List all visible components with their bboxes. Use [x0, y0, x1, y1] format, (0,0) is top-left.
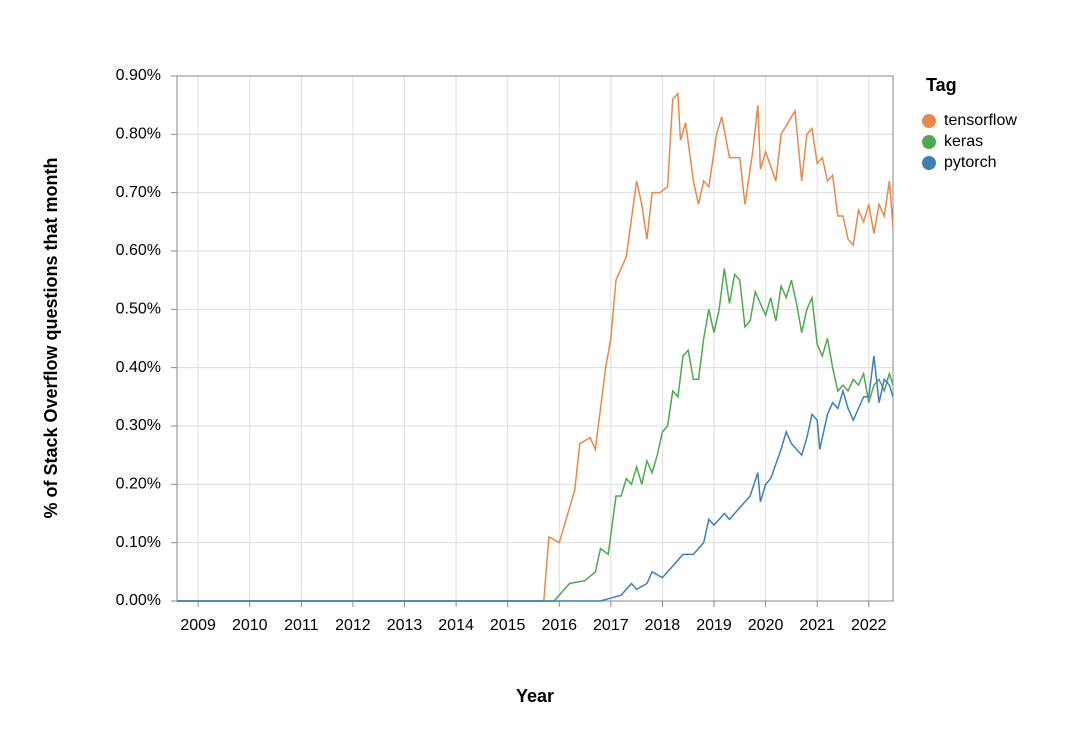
x-tick-label: 2013: [387, 617, 423, 634]
legend-label: tensorflow: [944, 112, 1017, 129]
series-line: [177, 268, 894, 602]
x-tick-label: 2010: [232, 617, 268, 634]
legend-swatch: [922, 156, 936, 170]
y-tick-label: 0.50%: [116, 301, 161, 318]
x-tick-label: 2015: [490, 617, 526, 634]
x-tick-label: 2021: [799, 617, 835, 634]
y-tick-label: 0.60%: [116, 242, 161, 259]
x-tick-label: 2016: [541, 617, 577, 634]
x-axis-label: Year: [516, 686, 554, 706]
x-tick-label: 2009: [180, 617, 216, 634]
series-line: [177, 355, 894, 602]
legend-swatch: [922, 135, 936, 149]
series-line: [177, 91, 894, 602]
y-tick-label: 0.00%: [116, 592, 161, 609]
legend-label: keras: [944, 133, 983, 150]
x-tick-label: 2017: [593, 617, 629, 634]
plot-frame: [176, 75, 894, 602]
x-tick-label: 2018: [645, 617, 681, 634]
x-tick-label: 2022: [851, 617, 887, 634]
y-tick-label: 0.40%: [116, 359, 161, 376]
y-tick-label: 0.20%: [116, 476, 161, 493]
x-tick-label: 2014: [438, 617, 474, 634]
x-tick-label: 2012: [335, 617, 371, 634]
legend-swatch: [922, 114, 936, 128]
legend-title: Tag: [926, 75, 957, 95]
x-tick-label: 2011: [284, 617, 319, 634]
y-tick-label: 0.90%: [116, 67, 161, 84]
x-tick-label: 2020: [748, 617, 784, 634]
legend-label: pytorch: [944, 154, 996, 171]
y-tick-label: 0.70%: [116, 184, 161, 201]
y-tick-label: 0.30%: [116, 417, 161, 434]
x-tick-label: 2019: [696, 617, 732, 634]
y-tick-label: 0.80%: [116, 126, 161, 143]
y-axis-label: % of Stack Overflow questions that month: [41, 157, 61, 518]
y-tick-label: 0.10%: [116, 534, 161, 551]
